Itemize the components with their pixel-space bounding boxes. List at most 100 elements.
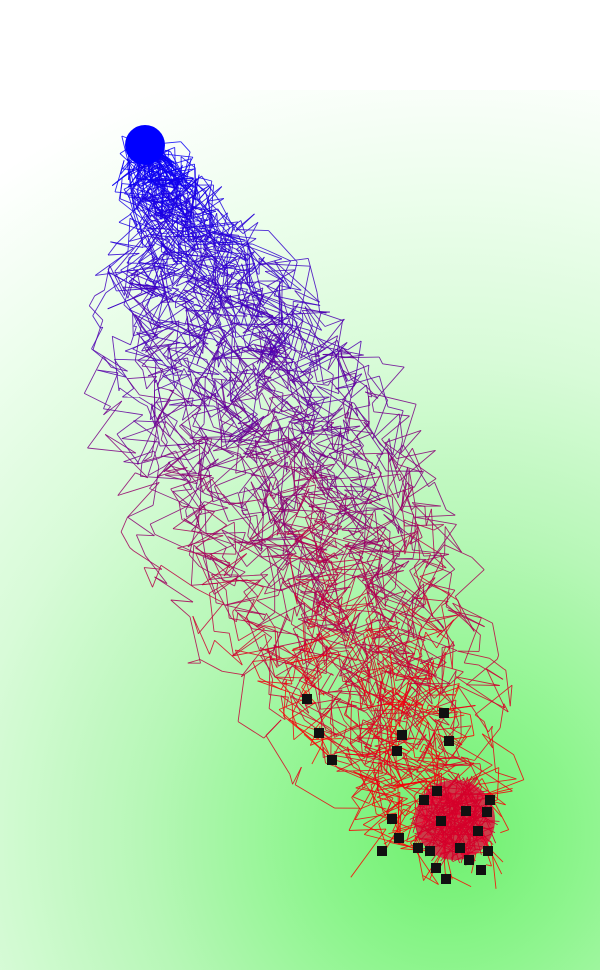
trajectory-segment <box>209 575 238 581</box>
trajectory-segment <box>160 270 174 324</box>
goal-scribble <box>415 835 422 840</box>
trajectory-segment <box>429 763 481 766</box>
trajectory-segment <box>436 672 445 711</box>
trajectory-segment <box>175 350 183 367</box>
trajectory-segment <box>346 412 350 419</box>
trajectory-segment <box>402 757 439 777</box>
trajectory-segment <box>298 654 333 681</box>
trajectory-segment <box>195 213 210 243</box>
trajectory-segment <box>299 266 311 314</box>
trajectory-segment <box>350 701 352 745</box>
trajectory-segment <box>160 421 167 440</box>
trajectory-segment <box>404 534 411 555</box>
trajectory-segment <box>401 602 423 626</box>
trajectory-segment <box>255 384 284 394</box>
trajectory-segment <box>273 260 292 296</box>
trajectory-segment <box>349 742 366 759</box>
trajectory-segment <box>354 783 376 820</box>
trajectory-segment <box>325 487 353 499</box>
goal-scribble <box>440 799 477 810</box>
trajectory-segment <box>127 376 157 380</box>
trajectory-segment <box>285 707 324 725</box>
trajectory-segment <box>452 602 475 632</box>
trajectory-segment <box>183 333 214 340</box>
trajectory-segment <box>249 536 260 546</box>
trajectory-segment <box>272 320 286 352</box>
trajectory-segment <box>201 175 220 201</box>
trajectory-segment <box>180 156 196 169</box>
trajectory-segment <box>278 280 281 325</box>
trajectory-segment <box>290 310 313 363</box>
endpoint-marker <box>425 846 435 856</box>
trajectory-segment <box>400 509 414 516</box>
trajectory-segment <box>144 342 181 349</box>
trajectory-segment <box>356 577 381 600</box>
trajectory-segment <box>319 552 335 563</box>
trajectory-segment <box>175 183 179 202</box>
trajectory-segment <box>233 317 237 338</box>
trajectory-segment <box>360 666 369 669</box>
trajectory-segment <box>221 529 248 567</box>
endpoint-marker <box>302 694 312 704</box>
trajectory-segment <box>376 570 404 578</box>
trajectory-segment <box>129 187 154 227</box>
trajectory-segment <box>372 651 416 655</box>
endpoint-marker <box>441 874 451 884</box>
trajectory-segment <box>344 576 356 593</box>
trajectory-segment <box>289 774 294 785</box>
trajectory-segment <box>395 719 406 732</box>
trajectory-segment <box>319 508 324 531</box>
trajectory-segment <box>340 355 353 380</box>
trajectory-segment <box>329 723 350 744</box>
trajectory-segment <box>398 410 404 425</box>
trajectory-segment <box>217 349 241 373</box>
trajectory-segment <box>278 647 306 667</box>
trajectory-segment <box>363 546 405 568</box>
trajectory-segment <box>318 729 359 767</box>
trajectory-segment <box>256 299 260 305</box>
trajectory-segment <box>133 268 173 291</box>
trajectory-segment <box>286 370 320 407</box>
trajectory-segment <box>205 304 258 310</box>
trajectory-segment <box>188 514 200 555</box>
trajectory-segment <box>333 552 338 560</box>
trajectory-segment <box>341 529 364 533</box>
trajectory-segment <box>358 680 385 729</box>
endpoint-markers <box>302 694 495 884</box>
trajectory-segment <box>123 461 140 465</box>
trajectory-segment <box>302 466 317 473</box>
trajectory-segment <box>138 239 171 263</box>
trajectory-segment <box>104 434 149 479</box>
trajectory-segment <box>94 289 105 297</box>
trajectory-segment <box>290 322 298 347</box>
trajectory-segment <box>127 516 155 537</box>
trajectory-segment <box>261 392 285 437</box>
trajectory-segment <box>133 420 158 439</box>
trajectory-segment <box>274 665 294 678</box>
trajectory-segment <box>183 359 211 400</box>
trajectory-segment <box>291 694 310 714</box>
trajectory-segment <box>256 256 265 271</box>
trajectory-segment <box>194 311 202 330</box>
trajectory-segment <box>425 622 449 640</box>
trajectory-segment <box>211 272 222 282</box>
trajectory-segment <box>445 646 451 649</box>
trajectory-segment <box>364 834 409 847</box>
trajectory-segment <box>403 699 457 720</box>
trajectory-segment <box>350 828 387 878</box>
trajectory-segment <box>441 601 449 606</box>
trajectory-segment <box>295 533 306 540</box>
trajectory-segment <box>399 450 436 482</box>
trajectory-segment <box>242 422 269 436</box>
trajectory-segment <box>211 258 215 285</box>
trajectory-segment <box>128 235 148 242</box>
trajectory-segment <box>377 585 389 600</box>
trajectory-segment <box>192 381 197 390</box>
trajectory-segment <box>145 287 196 313</box>
trajectory-segment <box>191 247 208 250</box>
trajectory-segment <box>376 454 387 472</box>
trajectory-segment <box>433 686 462 712</box>
trajectory-segment <box>449 714 465 719</box>
trajectory-segment <box>119 387 140 403</box>
trajectory-segment <box>400 682 412 714</box>
